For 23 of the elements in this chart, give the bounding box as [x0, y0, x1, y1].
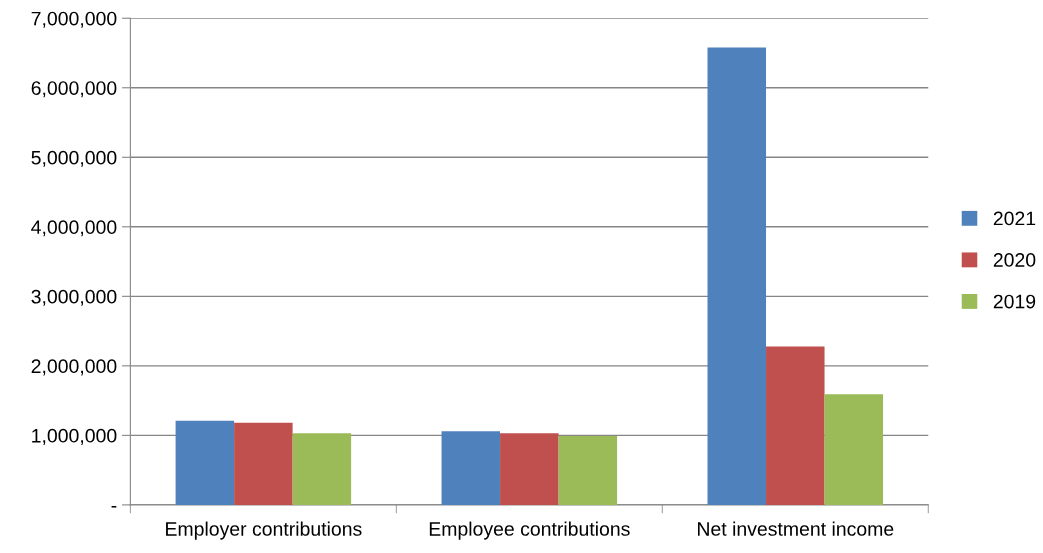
bar	[824, 394, 884, 505]
bar	[292, 433, 352, 505]
bar	[707, 47, 767, 505]
y-tick-label: 6,000,000	[31, 81, 117, 98]
x-tick-label: Net investment income	[698, 521, 894, 536]
y-tick-label: -	[111, 506, 117, 508]
legend-label: 2020	[993, 253, 1036, 267]
legend-label: 2021	[993, 211, 1036, 226]
y-tick-label: 3,000,000	[31, 289, 117, 306]
y-tick-label: 4,000,000	[31, 220, 117, 237]
bar	[500, 433, 559, 505]
y-tick-label: 2,000,000	[31, 359, 117, 376]
bar	[766, 346, 825, 505]
bar	[234, 422, 293, 505]
x-tick-label: Employer contributions	[166, 521, 362, 540]
y-tick-label: 1,000,000	[32, 428, 117, 445]
bar	[175, 420, 235, 505]
y-tick-label: 7,000,000	[31, 11, 117, 28]
bar	[558, 436, 618, 505]
bar	[441, 431, 501, 505]
x-tick-label: Employee contributions	[429, 521, 630, 540]
legend-label: 2019	[993, 294, 1036, 309]
y-tick-label: 5,000,000	[31, 150, 117, 167]
